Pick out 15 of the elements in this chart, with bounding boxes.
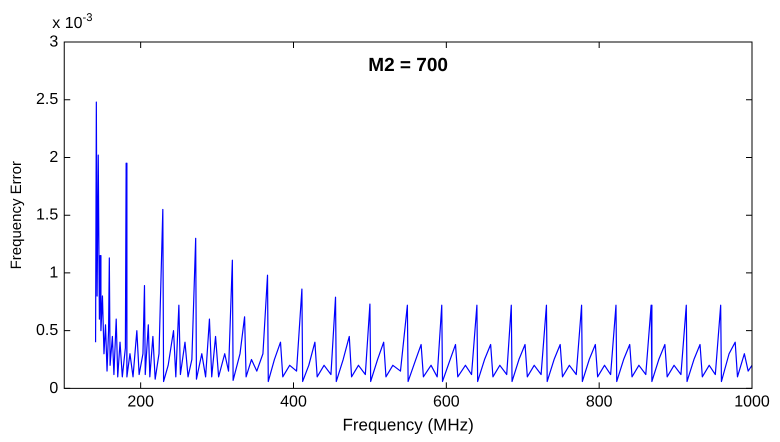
y-tick-label: 0.5: [36, 322, 58, 340]
x-axis-title: Frequency (MHz): [342, 415, 474, 434]
y-tick-label: 1: [49, 264, 58, 282]
y-tick-label: 0: [49, 380, 58, 397]
x-tick-label: 800: [586, 393, 613, 410]
text: M2 = 700: [368, 55, 448, 76]
y-tick-label: 1.5: [36, 206, 58, 224]
y-tick-label: 3: [49, 33, 58, 50]
x-tick-label: 400: [280, 393, 307, 410]
x-tick-label: 1000: [734, 393, 770, 410]
x-tick-label: 600: [432, 393, 460, 410]
y-tick-label: 2.5: [36, 91, 58, 108]
x-tick-label: 200: [127, 393, 154, 410]
y-tick-label: 2: [49, 148, 58, 166]
y-axis-title: Frequency Error: [8, 161, 26, 270]
